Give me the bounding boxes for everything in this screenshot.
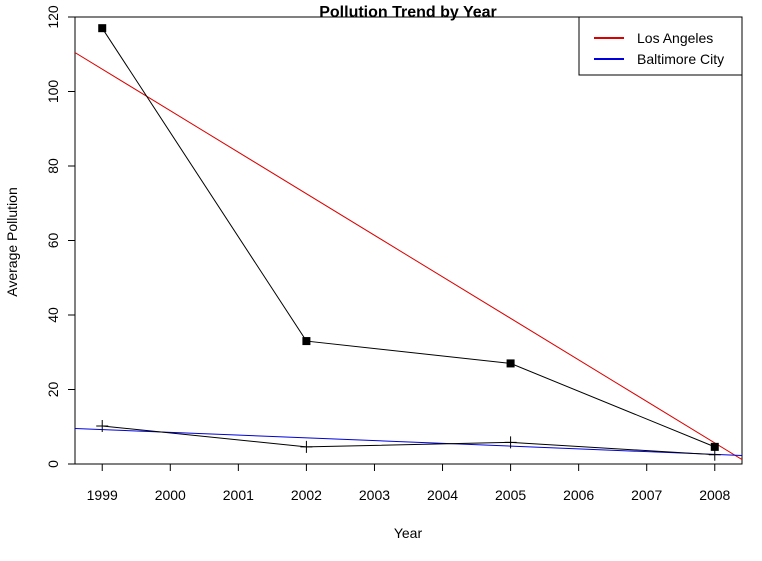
legend-label-los-angeles: Los Angeles: [637, 30, 713, 46]
y-tick-label: 60: [45, 233, 61, 249]
x-tick-label: 2005: [495, 487, 526, 503]
y-tick-label: 20: [45, 382, 61, 398]
y-axis-label: Average Pollution: [4, 187, 20, 296]
x-tick-label: 1999: [87, 487, 118, 503]
x-tick-label: 2003: [359, 487, 390, 503]
data-point-los-angeles: [98, 24, 107, 33]
x-tick-label: 2001: [223, 487, 254, 503]
x-tick-label: 2006: [563, 487, 594, 503]
x-tick-label: 2007: [631, 487, 662, 503]
x-tick-label: 2008: [699, 487, 730, 503]
y-axis: 0 20 40 60 80 100 120: [45, 5, 75, 468]
trend-line-los-angeles: [75, 51, 742, 461]
y-tick-label: 0: [45, 460, 61, 468]
legend-label-baltimore-city: Baltimore City: [637, 51, 724, 67]
series-lines: [101, 27, 715, 456]
y-tick-label: 40: [45, 307, 61, 323]
plot-frame: [74, 16, 743, 465]
series-line-baltimore-city: [102, 425, 715, 456]
x-tick-label: 2004: [427, 487, 458, 503]
series-line-los-angeles: [101, 27, 715, 448]
legend: Los Angeles Baltimore City: [578, 16, 743, 76]
legend-box: [578, 16, 743, 76]
data-point-baltimore-city: [504, 436, 517, 449]
data-point-los-angeles: [506, 359, 515, 368]
data-point-baltimore-city: [96, 420, 109, 433]
x-tick-label: 2000: [155, 487, 186, 503]
chart-title: Pollution Trend by Year: [319, 4, 497, 21]
y-tick-label: 100: [45, 80, 61, 104]
y-tick-label: 120: [45, 5, 61, 29]
data-point-baltimore-city: [300, 440, 313, 453]
data-point-los-angeles: [302, 337, 311, 346]
trend-line-baltimore-city: [75, 427, 742, 456]
y-tick-label: 80: [45, 158, 61, 174]
series-markers: [96, 24, 721, 461]
x-axis: 1999 2000 2001 2002 2003 2004 2005 2006 2007 2008: [87, 464, 731, 503]
data-point-los-angeles: [710, 442, 719, 451]
x-tick-label: 2002: [291, 487, 322, 503]
data-point-baltimore-city: [708, 448, 721, 461]
x-axis-label: Year: [394, 525, 423, 541]
